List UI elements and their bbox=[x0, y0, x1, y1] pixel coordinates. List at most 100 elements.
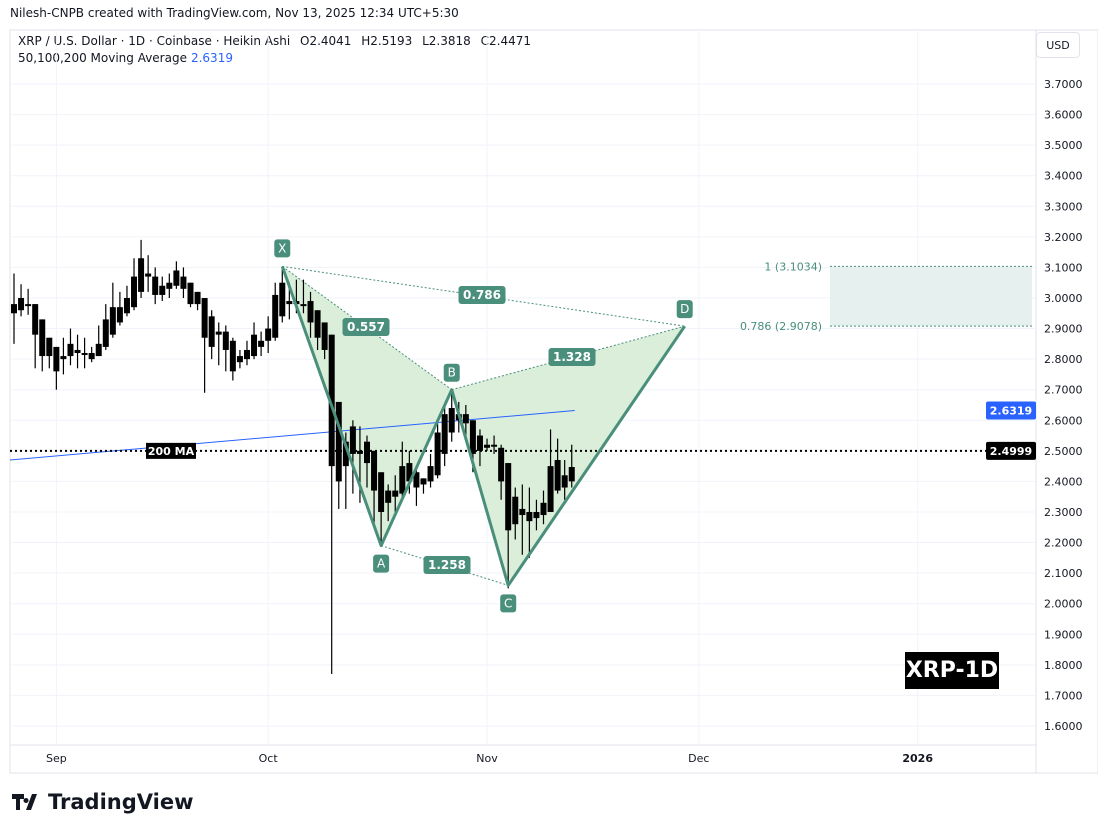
ma-legend[interactable]: 50,100,200 Moving Average 2.6319 bbox=[18, 51, 233, 65]
candle bbox=[131, 258, 138, 311]
candle bbox=[88, 346, 95, 363]
x-tick-label: Dec bbox=[688, 752, 709, 765]
candle-body bbox=[116, 307, 123, 323]
candle-body bbox=[469, 420, 476, 454]
ratio-label-bd: 1.328 bbox=[553, 350, 591, 364]
candle-body bbox=[476, 435, 483, 451]
pattern-point-d: D bbox=[680, 302, 689, 316]
candle-body bbox=[356, 450, 363, 454]
candle-body bbox=[342, 441, 349, 467]
candle bbox=[484, 438, 491, 451]
candle-body bbox=[434, 432, 441, 476]
moving-average-line bbox=[9, 410, 575, 461]
candle-body bbox=[25, 304, 32, 307]
candle bbox=[187, 282, 194, 308]
candle bbox=[385, 484, 392, 522]
candle-body bbox=[123, 297, 130, 314]
candle bbox=[512, 487, 519, 540]
xrp-1d-watermark: XRP-1D bbox=[905, 652, 999, 689]
candle-body bbox=[60, 356, 67, 360]
candle bbox=[159, 276, 166, 302]
candle-body bbox=[109, 307, 116, 335]
y-tick-label: 1.6000 bbox=[1044, 720, 1083, 733]
candle bbox=[236, 349, 243, 369]
candle bbox=[32, 304, 39, 369]
candle-body bbox=[540, 502, 547, 516]
candle-body bbox=[378, 472, 385, 512]
y-tick-label: 3.6000 bbox=[1044, 109, 1083, 122]
candle-body bbox=[145, 273, 152, 277]
candle-body bbox=[307, 301, 314, 323]
candle-body bbox=[498, 447, 505, 482]
y-tick-label: 2.8000 bbox=[1044, 353, 1083, 366]
ohlc-high: H2.5193 bbox=[361, 34, 413, 48]
candle bbox=[441, 404, 448, 467]
y-tick-label: 2.4000 bbox=[1044, 475, 1083, 488]
candle bbox=[67, 328, 74, 366]
candle bbox=[152, 267, 159, 305]
candle bbox=[498, 444, 505, 500]
candle-body bbox=[462, 414, 469, 424]
pattern-point-b-bg bbox=[443, 363, 460, 382]
candle-body bbox=[286, 301, 293, 305]
y-tick-label: 3.2000 bbox=[1044, 231, 1083, 244]
candle bbox=[145, 255, 152, 292]
last-price-badge: 2.4999 bbox=[990, 445, 1032, 458]
pattern-point-a: A bbox=[377, 557, 386, 571]
candle-body bbox=[18, 297, 25, 311]
candle-body bbox=[314, 310, 321, 338]
candle bbox=[109, 282, 116, 338]
tradingview-logo[interactable]: TradingView bbox=[12, 790, 193, 814]
ohlc-low: L2.3818 bbox=[422, 34, 471, 48]
candle-body bbox=[335, 401, 342, 482]
candle-body bbox=[561, 475, 568, 488]
candle-body bbox=[95, 343, 102, 357]
y-tick-label: 1.7000 bbox=[1044, 689, 1083, 702]
candle-body bbox=[194, 291, 201, 305]
candle-body bbox=[138, 258, 145, 292]
candle-body bbox=[152, 276, 159, 295]
candle-body bbox=[180, 276, 187, 289]
symbol-legend[interactable]: XRP / U.S. Dollar · 1D · Coinbase · Heik… bbox=[18, 34, 537, 48]
x-tick-label: 2026 bbox=[902, 752, 933, 765]
candle bbox=[95, 325, 102, 357]
currency-button[interactable]: USD bbox=[1036, 32, 1080, 58]
candle bbox=[166, 273, 173, 298]
candle-body bbox=[399, 466, 406, 494]
candle-body bbox=[222, 331, 229, 350]
candle bbox=[46, 337, 53, 369]
candle-body bbox=[491, 444, 498, 447]
candle-body bbox=[243, 349, 250, 360]
ma-200-label-bg bbox=[146, 442, 196, 459]
candle-body bbox=[413, 472, 420, 488]
candle bbox=[208, 310, 215, 360]
y-tick-label: 3.0000 bbox=[1044, 292, 1083, 305]
tradingview-logo-icon bbox=[12, 794, 37, 810]
ratio-label-ac-bg bbox=[423, 556, 471, 574]
candle bbox=[279, 267, 286, 323]
candle-body bbox=[215, 331, 222, 335]
x-tick-label: Oct bbox=[259, 752, 279, 765]
candle bbox=[258, 331, 265, 357]
candle-body bbox=[251, 334, 258, 357]
pattern-point-b: B bbox=[448, 366, 456, 380]
candle bbox=[378, 472, 385, 546]
candle-body bbox=[321, 322, 328, 350]
candle-body bbox=[279, 282, 286, 317]
y-tick-label: 2.6000 bbox=[1044, 414, 1083, 427]
pattern-legs bbox=[280, 265, 686, 587]
candle-body bbox=[349, 426, 356, 454]
ma-legend-value: 2.6319 bbox=[190, 51, 233, 65]
y-tick-label: 1.8000 bbox=[1044, 659, 1083, 672]
ma-legend-label: 50,100,200 Moving Average bbox=[18, 51, 187, 65]
candle-body bbox=[201, 297, 208, 338]
candle bbox=[243, 340, 250, 366]
y-tick-label: 3.3000 bbox=[1044, 200, 1083, 213]
ratio-label-xd-bg bbox=[458, 286, 506, 304]
y-tick-label: 2.0000 bbox=[1044, 598, 1083, 611]
pattern-point-x: X bbox=[278, 241, 286, 255]
candle-body bbox=[406, 463, 413, 482]
candle-body bbox=[208, 316, 215, 347]
ratio-label-xb: 0.557 bbox=[347, 320, 385, 334]
